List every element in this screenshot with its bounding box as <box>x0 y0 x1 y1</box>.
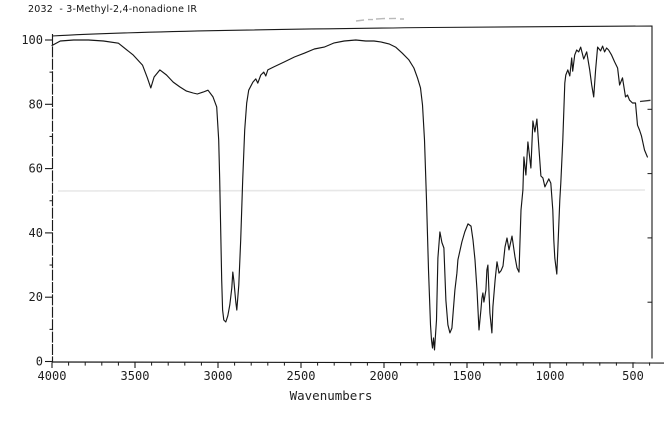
svg-text:1500: 1500 <box>453 369 482 383</box>
plot-frame <box>51 25 665 364</box>
page-title: 2032 - 3-Methyl-2,4-nonadione IR <box>28 4 198 15</box>
x-axis-label: Wavenumbers <box>289 388 373 403</box>
spectrum-curve <box>51 39 648 351</box>
svg-text:1000: 1000 <box>536 369 565 383</box>
svg-text:0: 0 <box>36 355 43 369</box>
svg-text:3500: 3500 <box>121 369 150 383</box>
x-axis: 4000 3500 3000 2500 2000 1500 1000 500 <box>38 362 651 383</box>
svg-text:2500: 2500 <box>287 369 316 383</box>
scan-artifacts <box>57 17 651 192</box>
y-axis: 100 80 60 40 20 0 <box>21 33 53 369</box>
svg-text:500: 500 <box>622 369 644 383</box>
svg-text:20: 20 <box>29 290 43 304</box>
svg-text:4000: 4000 <box>38 369 67 383</box>
svg-text:80: 80 <box>29 97 43 111</box>
svg-text:2000: 2000 <box>370 369 399 383</box>
svg-text:3000: 3000 <box>204 369 233 383</box>
svg-text:100: 100 <box>21 33 43 47</box>
svg-text:60: 60 <box>29 162 43 176</box>
svg-text:40: 40 <box>29 226 43 240</box>
